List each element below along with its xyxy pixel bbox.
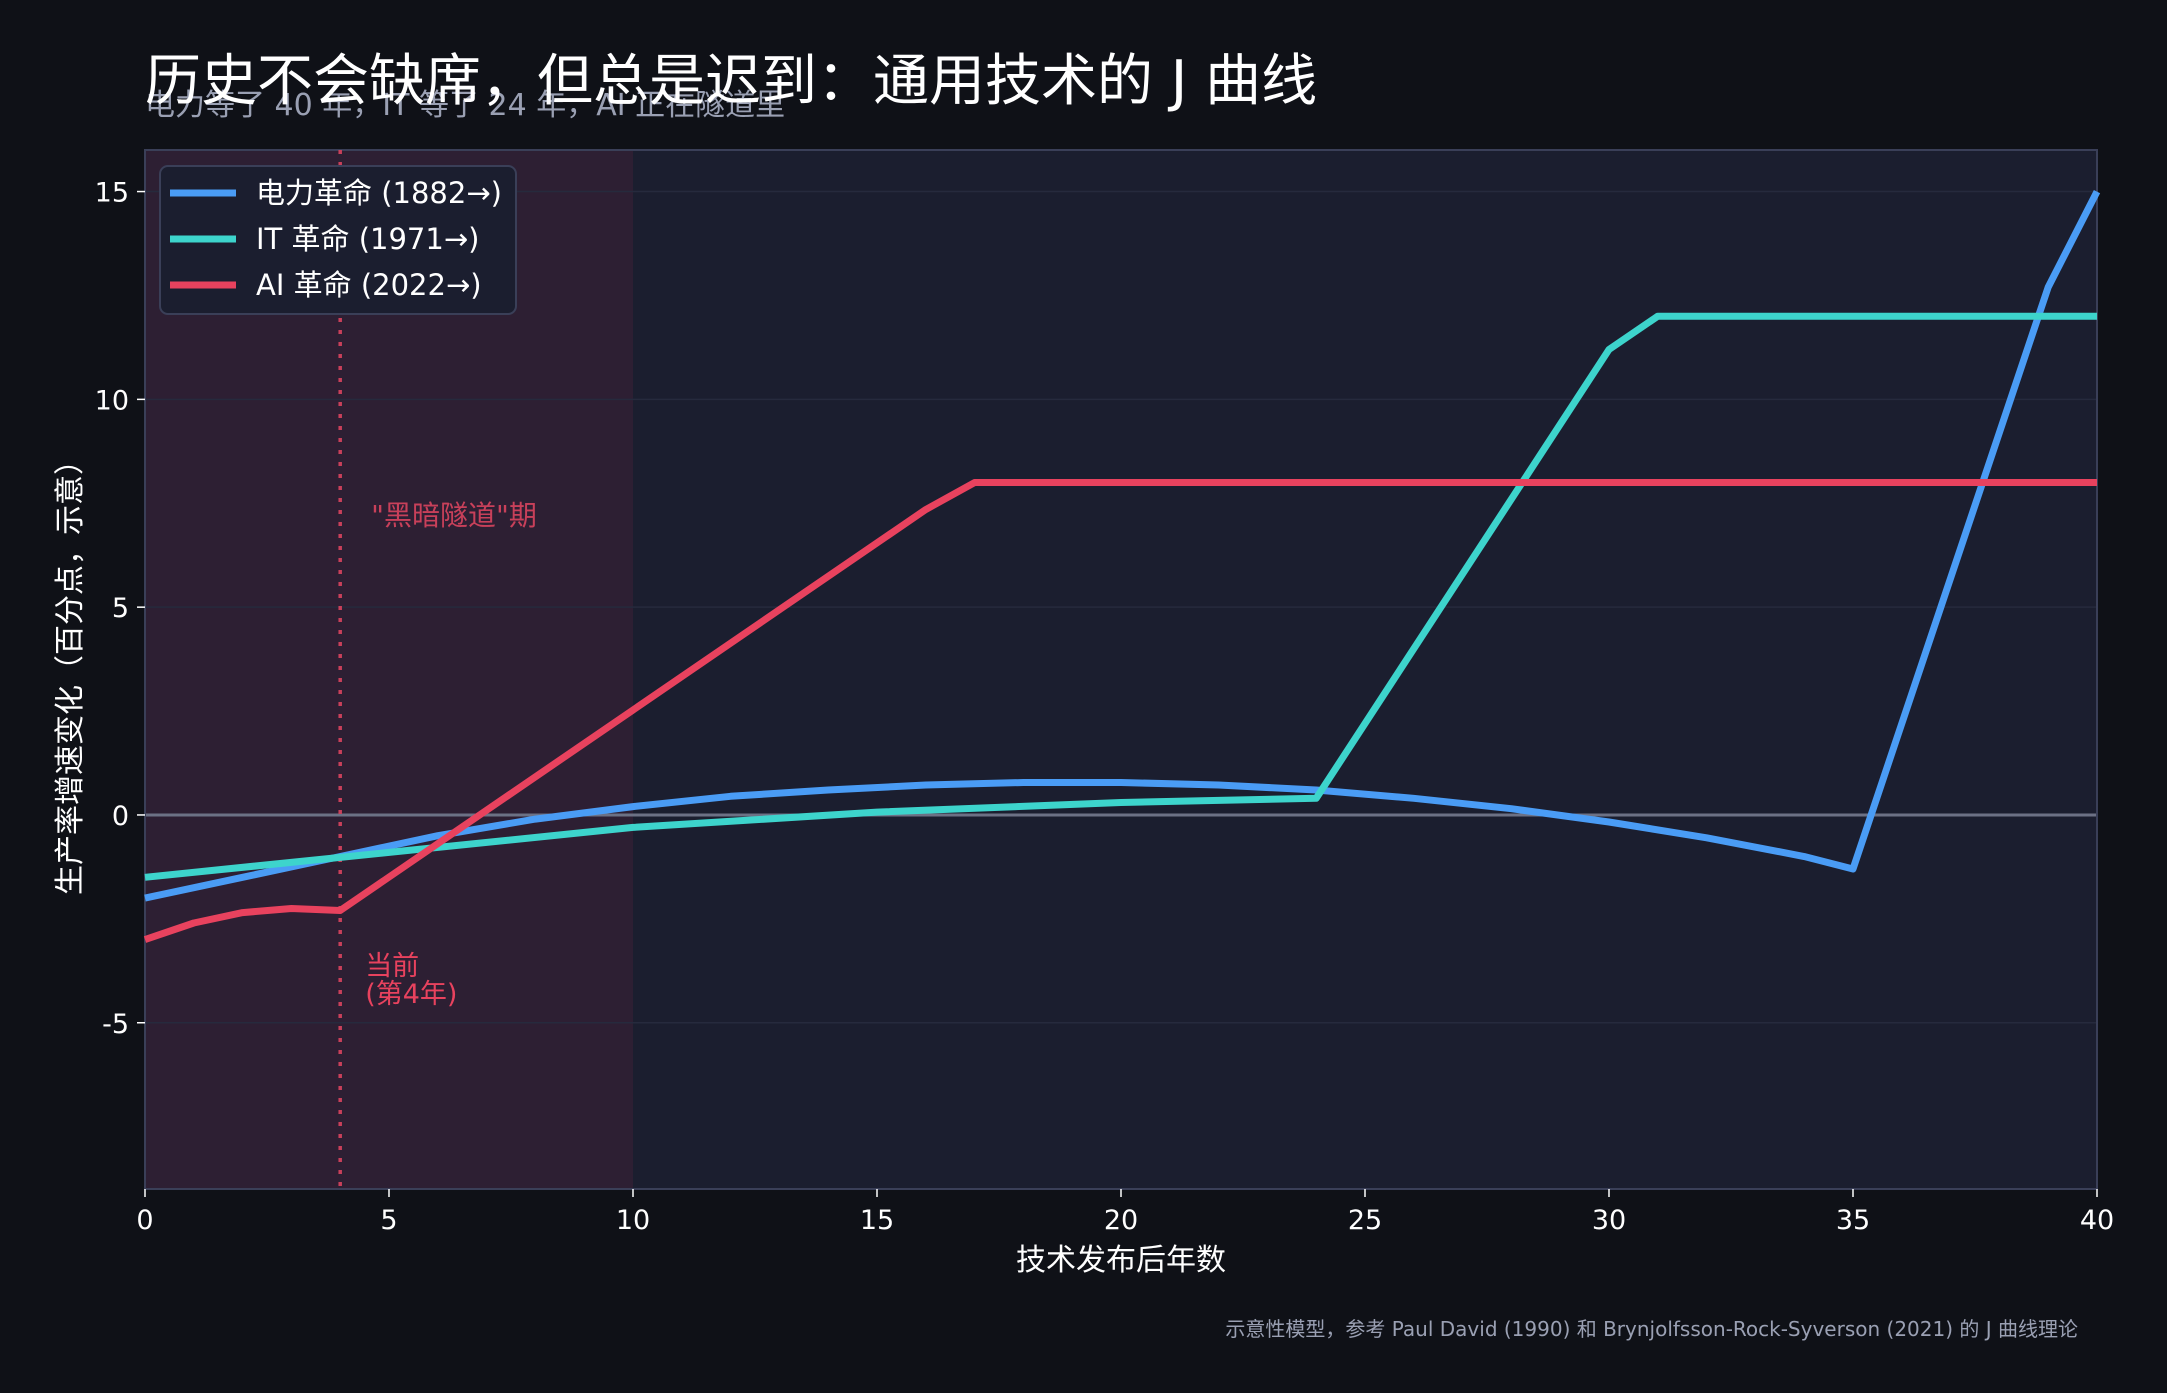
x-tick-label: 0 bbox=[136, 1205, 153, 1236]
x-tick-label: 30 bbox=[1592, 1205, 1626, 1236]
current-year-sublabel: (第4年) bbox=[365, 979, 457, 1010]
y-tick-label: 0 bbox=[112, 801, 129, 832]
plot-area: 0 5 10 15 20 25 30 35 40 -5 0 5 10 15 "黑暗隧道"期当前(第4年) 电力… bbox=[95, 149, 2114, 1236]
current-year-label: 当前 bbox=[365, 951, 419, 982]
dark-tunnel-label: "黑暗隧道"期 bbox=[371, 499, 537, 532]
legend-label: 电力革命 (1882→) bbox=[256, 176, 502, 210]
y-tick-label: -5 bbox=[102, 1009, 129, 1040]
x-tick-label: 20 bbox=[1104, 1205, 1138, 1236]
series-line-1 bbox=[144, 312, 2097, 881]
x-tick-label: 40 bbox=[2080, 1205, 2114, 1236]
y-axis-label: 生产率增速变化（百分点，示意） bbox=[53, 445, 88, 895]
x-tick-label: 25 bbox=[1348, 1205, 1382, 1236]
x-tick-label: 10 bbox=[616, 1205, 650, 1236]
x-axis-label: 技术发布后年数 bbox=[1016, 1243, 1226, 1278]
legend-box bbox=[159, 165, 517, 315]
dark-tunnel-region bbox=[145, 150, 633, 1189]
x-tick-label: 15 bbox=[860, 1205, 894, 1236]
x-tick-label: 5 bbox=[380, 1205, 397, 1236]
y-tick-label: 15 bbox=[95, 178, 129, 209]
x-tick-label: 35 bbox=[1836, 1205, 1870, 1236]
legend: 电力革命 (1882→) IT 革命 (1971→) AI 革命 (2022→) bbox=[159, 165, 517, 315]
legend-label: IT 革命 (1971→) bbox=[256, 222, 479, 256]
chart-subtitle: 电力等了 40 年，IT 等了 24 年，AI 正在隧道里 bbox=[145, 88, 785, 123]
footnote: 示意性模型，参考 Paul David (1990) 和 Brynjolfsso… bbox=[1225, 1317, 2078, 1341]
chart-title: 历史不会缺席，但总是迟到：通用技术的 J 曲线 bbox=[145, 49, 1317, 114]
y-tick-label: 10 bbox=[95, 385, 129, 416]
series-line-0 bbox=[144, 190, 2101, 902]
y-tick-label: 5 bbox=[112, 593, 129, 624]
legend-label: AI 革命 (2022→) bbox=[256, 268, 482, 302]
series-line-2 bbox=[143, 479, 2097, 943]
